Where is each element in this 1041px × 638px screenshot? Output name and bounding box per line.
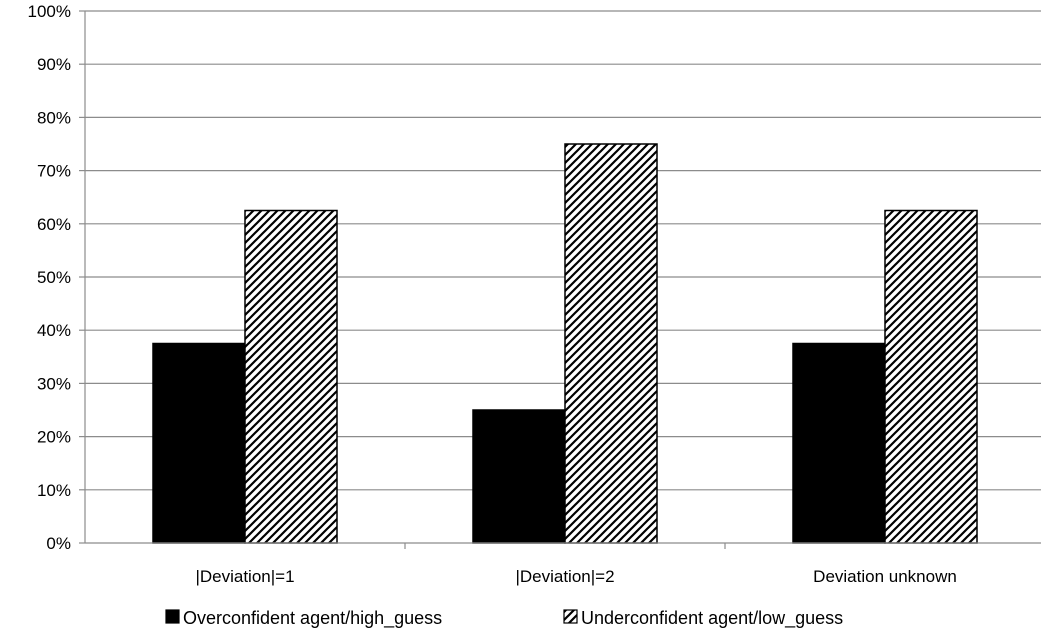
bar-overconfident-2 xyxy=(792,342,886,544)
x-category-label: Deviation unknown xyxy=(813,567,957,586)
bar-underconfident-0 xyxy=(244,209,338,544)
y-tick-label: 90% xyxy=(37,55,71,74)
y-tick-label: 40% xyxy=(37,321,71,340)
bar-overconfident-0 xyxy=(152,342,246,544)
y-tick-label: 0% xyxy=(46,534,71,553)
y-tick-label: 70% xyxy=(37,162,71,181)
y-tick-label: 80% xyxy=(37,108,71,127)
legend-label-underconfident: Underconfident agent/low_guess xyxy=(581,608,843,629)
y-tick-label: 100% xyxy=(28,2,71,21)
y-tick-label: 10% xyxy=(37,481,71,500)
x-axis-category-labels: |Deviation|=1 |Deviation|=2 Deviation unkn… xyxy=(195,567,956,586)
x-category-label: |Deviation|=1 xyxy=(195,567,294,586)
y-tick-label: 50% xyxy=(37,268,71,287)
axes xyxy=(84,11,1041,549)
legend-swatch-overconfident xyxy=(165,609,180,624)
y-tick-label: 60% xyxy=(37,215,71,234)
bar-underconfident-1 xyxy=(564,143,658,544)
y-axis-tick-labels: 0% 10% 20% 30% 40% 50% 60% 70% 80% 90% 100% xyxy=(28,2,71,553)
bar-underconfident-2 xyxy=(884,209,978,544)
bar-overconfident-1 xyxy=(472,409,566,544)
bars xyxy=(152,143,978,544)
legend: Overconfident agent/high_guess Underconfi… xyxy=(165,608,843,629)
legend-label-overconfident: Overconfident agent/high_guess xyxy=(183,608,442,629)
y-tick-label: 20% xyxy=(37,428,71,447)
y-tick-label: 30% xyxy=(37,374,71,393)
legend-swatch-underconfident xyxy=(563,609,578,624)
x-category-label: |Deviation|=2 xyxy=(515,567,614,586)
